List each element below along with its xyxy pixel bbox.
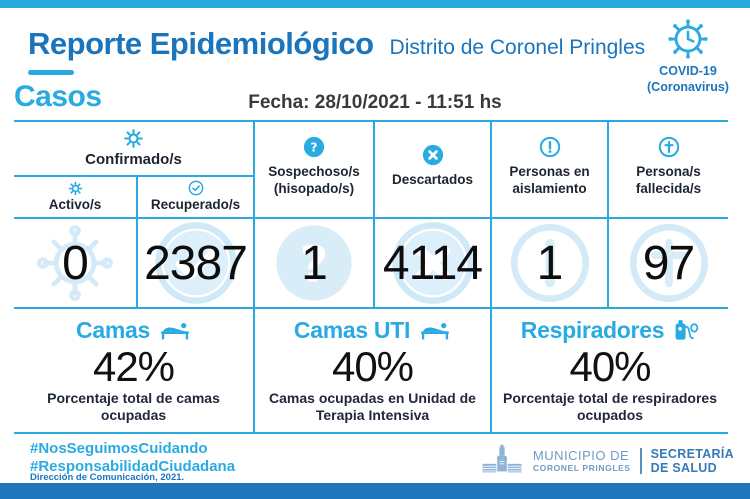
- beds-description: Porcentaje total de camas ocupadas: [47, 390, 220, 424]
- isolation-value: 1: [536, 236, 564, 290]
- deceased-label: Persona/s fallecida/s: [635, 164, 702, 196]
- cases-header-row: Confirmado/s Activo/: [14, 122, 728, 219]
- confirmed-group: Confirmado/s Activo/: [14, 122, 253, 217]
- ventilators-value: 40%: [569, 343, 651, 391]
- beds-cell: Camas 42% Porcentaje total de camas ocup…: [14, 309, 253, 432]
- secretary-line2: DE SALUD: [650, 461, 717, 475]
- deceased-header-cell: Persona/s fallecida/s: [607, 122, 728, 217]
- resources-row: Camas 42% Porcentaje total de camas ocup…: [14, 309, 728, 434]
- cases-values-row: 0 2387 ? 1: [14, 219, 728, 309]
- virus-icon: [68, 181, 82, 196]
- beds-value: 42%: [92, 343, 175, 391]
- isolation-header-cell: Personas en aislamiento: [490, 122, 607, 217]
- svg-text:?: ?: [310, 141, 317, 155]
- confirmed-label: Confirmado/s: [85, 151, 182, 168]
- deceased-value-cell: 97: [607, 219, 728, 307]
- question-circle-watermark-icon: ?: [276, 225, 352, 301]
- covid-label: COVID-19: [659, 64, 717, 78]
- health-secretary: SECRETARÍA DE SALUD: [651, 447, 734, 476]
- discarded-header-cell: Descartados: [373, 122, 490, 217]
- confirmed-header-cell: Confirmado/s: [14, 122, 253, 177]
- ventilators-cell: Respiradores 40% Porcentaje total de res…: [490, 309, 728, 432]
- section-title-casos: Casos: [14, 80, 102, 113]
- report-date: Fecha: 28/10/2021 - 11:51 hs: [248, 92, 502, 113]
- ventilators-title: Respiradores: [520, 317, 665, 344]
- cases-table: Confirmado/s Activo/: [14, 120, 728, 434]
- question-circle-icon: ?: [303, 137, 325, 158]
- virus-icon: [124, 129, 143, 148]
- isolation-value-cell: 1: [490, 219, 607, 307]
- bottom-accent-bar: [0, 483, 750, 499]
- coronavirus-label: (Coronavirus): [647, 79, 729, 94]
- x-circle-icon: [422, 145, 443, 166]
- suspected-value: 1: [301, 236, 328, 290]
- hashtag-1: #NosSeguimosCuidando: [30, 440, 208, 457]
- municipality-logo-block: MUNICIPIO DE CORONEL PRINGLES SECRETARÍA…: [480, 443, 734, 479]
- cross-circle-watermark-icon: [629, 223, 708, 303]
- communication-credit: Dirección de Comunicación, 2021.: [30, 472, 185, 483]
- ventilators-description: Porcentaje total de respiradores ocupado…: [503, 390, 717, 424]
- suspected-value-cell: ? 1: [253, 219, 373, 307]
- logo-divider: [639, 448, 642, 474]
- active-label: Activo/s: [48, 196, 102, 212]
- header: Reporte Epidemiológico Distrito de Coron…: [28, 26, 645, 62]
- municipality-line2: CORONEL PRINGLES: [532, 463, 631, 474]
- top-accent-bar: [0, 0, 750, 8]
- bed-icon: [421, 322, 449, 340]
- suspected-header-cell: ? Sospechoso/s (hisopado/s): [253, 122, 373, 217]
- virus-watermark-icon: [37, 225, 113, 301]
- recovered-value-cell: 2387: [136, 219, 253, 307]
- confirmed-subheader: Activo/s Recuperado/s: [14, 177, 253, 217]
- recovered-value: 2387: [144, 236, 248, 290]
- page-title: Reporte Epidemiológico: [28, 26, 374, 61]
- municipality-name: MUNICIPIO DE CORONEL PRINGLES: [532, 447, 631, 474]
- active-value-cell: 0: [14, 219, 136, 307]
- check-circle-icon: [188, 181, 203, 196]
- covid-badge: COVID-19 (Coronavirus): [636, 16, 740, 95]
- isolation-label: Personas en aislamiento: [509, 164, 590, 196]
- svg-text:?: ?: [299, 235, 328, 294]
- municipality-line1: MUNICIPIO DE: [532, 447, 630, 463]
- secretary-line1: SECRETARÍA: [650, 446, 734, 461]
- icu-beds-cell: Camas UTI 40% Camas ocupadas en Unidad d…: [253, 309, 490, 432]
- beds-title: Camas: [76, 317, 150, 344]
- active-header-cell: Activo/s: [14, 177, 136, 217]
- check-circle-watermark-icon: [154, 222, 237, 304]
- title-underline: [28, 70, 74, 75]
- active-value: 0: [62, 236, 89, 290]
- deceased-value: 97: [642, 236, 695, 290]
- x-circle-watermark-icon: [391, 222, 474, 304]
- cross-circle-icon: [658, 137, 679, 158]
- coronavirus-clock-icon: [668, 19, 708, 59]
- recovered-header-cell: Recuperado/s: [136, 177, 253, 217]
- campaign-hashtags: #NosSeguimosCuidando #ResponsabilidadCiu…: [30, 440, 235, 476]
- exclamation-circle-watermark-icon: [510, 223, 589, 303]
- icu-beds-title: Camas UTI: [293, 317, 411, 344]
- discarded-value-cell: 4114: [373, 219, 490, 307]
- exclamation-circle-icon: [539, 137, 560, 158]
- municipality-building-icon: [482, 444, 522, 473]
- discarded-label: Descartados: [391, 172, 474, 188]
- icu-beds-description: Camas ocupadas en Unidad de Terapia Inte…: [269, 390, 476, 424]
- suspected-label: Sospechoso/s (hisopado/s): [268, 164, 360, 196]
- icu-beds-value: 40%: [331, 343, 414, 391]
- hashtag-2: #ResponsabilidadCiudadana: [30, 458, 236, 475]
- district-subtitle: Distrito de Coronel Pringles: [389, 36, 646, 59]
- discarded-value: 4114: [382, 236, 483, 290]
- recovered-label: Recuperado/s: [150, 197, 241, 213]
- bed-icon: [161, 322, 189, 340]
- ventilator-icon: [675, 320, 699, 340]
